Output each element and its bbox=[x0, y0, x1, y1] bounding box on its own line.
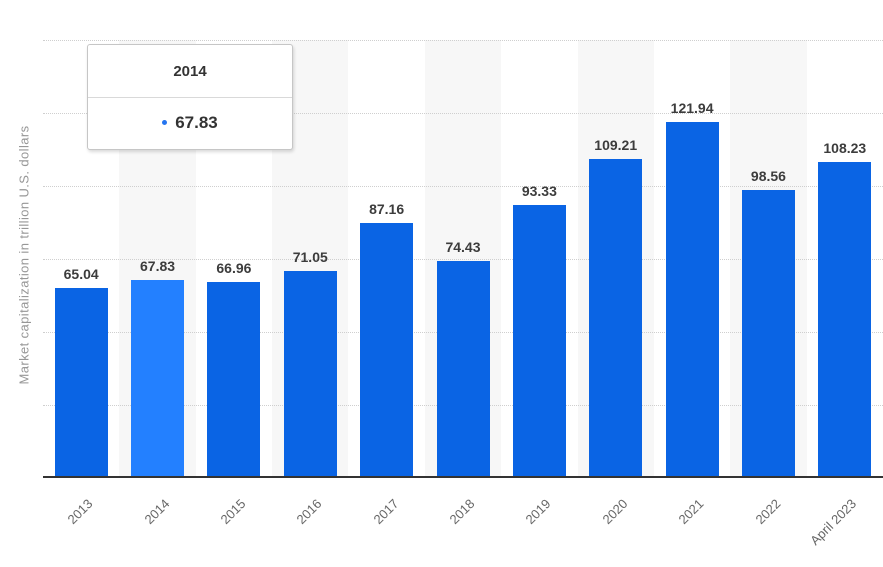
gridline-75 bbox=[43, 259, 883, 260]
bar-2022[interactable] bbox=[741, 190, 795, 478]
value-label-2015: 66.96 bbox=[216, 260, 252, 277]
value-label-2014: 67.83 bbox=[140, 257, 176, 274]
x-tick-label-2013: 2013 bbox=[64, 496, 96, 528]
x-tick-label-2021: 2021 bbox=[675, 496, 707, 528]
bar-2019[interactable] bbox=[512, 205, 566, 478]
bar-2016[interactable] bbox=[283, 270, 337, 478]
bar-2013[interactable] bbox=[54, 288, 108, 478]
bar-2014[interactable] bbox=[131, 279, 185, 478]
value-label-2020: 109.21 bbox=[594, 137, 638, 154]
x-tick-label-april-2023: April 2023 bbox=[807, 496, 860, 549]
x-tick-label-2017: 2017 bbox=[370, 496, 402, 528]
tooltip-value: 67.83 bbox=[175, 113, 218, 132]
gridline-100 bbox=[43, 186, 883, 187]
value-label-2016: 71.05 bbox=[292, 248, 328, 265]
tooltip-value-row: 67.83 bbox=[88, 98, 292, 149]
bar-april-2023[interactable] bbox=[818, 161, 872, 478]
x-tick-label-2019: 2019 bbox=[522, 496, 554, 528]
value-label-april-2023: 108.23 bbox=[823, 139, 867, 156]
bar-2018[interactable] bbox=[436, 260, 490, 478]
value-label-2019: 93.33 bbox=[521, 183, 557, 200]
bar-2020[interactable] bbox=[589, 159, 643, 478]
value-label-2018: 74.43 bbox=[445, 238, 481, 255]
tooltip: 2014 67.83 bbox=[87, 44, 293, 150]
x-axis-line bbox=[43, 476, 883, 478]
bar-2015[interactable] bbox=[207, 282, 261, 478]
value-label-2017: 87.16 bbox=[369, 201, 405, 218]
x-tick-label-2022: 2022 bbox=[752, 496, 784, 528]
gridline-125 bbox=[43, 113, 883, 114]
x-tick-label-2015: 2015 bbox=[217, 496, 249, 528]
tooltip-title: 2014 bbox=[173, 63, 207, 80]
value-label-2021: 121.94 bbox=[670, 99, 714, 116]
x-tick-label-2014: 2014 bbox=[141, 496, 173, 528]
bar-2017[interactable] bbox=[360, 223, 414, 478]
y-axis-title: Market capitalization in trillion U.S. d… bbox=[16, 125, 32, 385]
x-tick-label-2020: 2020 bbox=[599, 496, 631, 528]
x-tick-label-2018: 2018 bbox=[446, 496, 478, 528]
bar-2021[interactable] bbox=[665, 121, 719, 478]
value-label-2022: 98.56 bbox=[750, 168, 786, 185]
tooltip-divider bbox=[88, 97, 292, 98]
x-tick-label-2016: 2016 bbox=[293, 496, 325, 528]
value-label-2013: 65.04 bbox=[63, 266, 99, 283]
series-marker-dot bbox=[162, 120, 168, 125]
gridline-150 bbox=[43, 40, 883, 41]
